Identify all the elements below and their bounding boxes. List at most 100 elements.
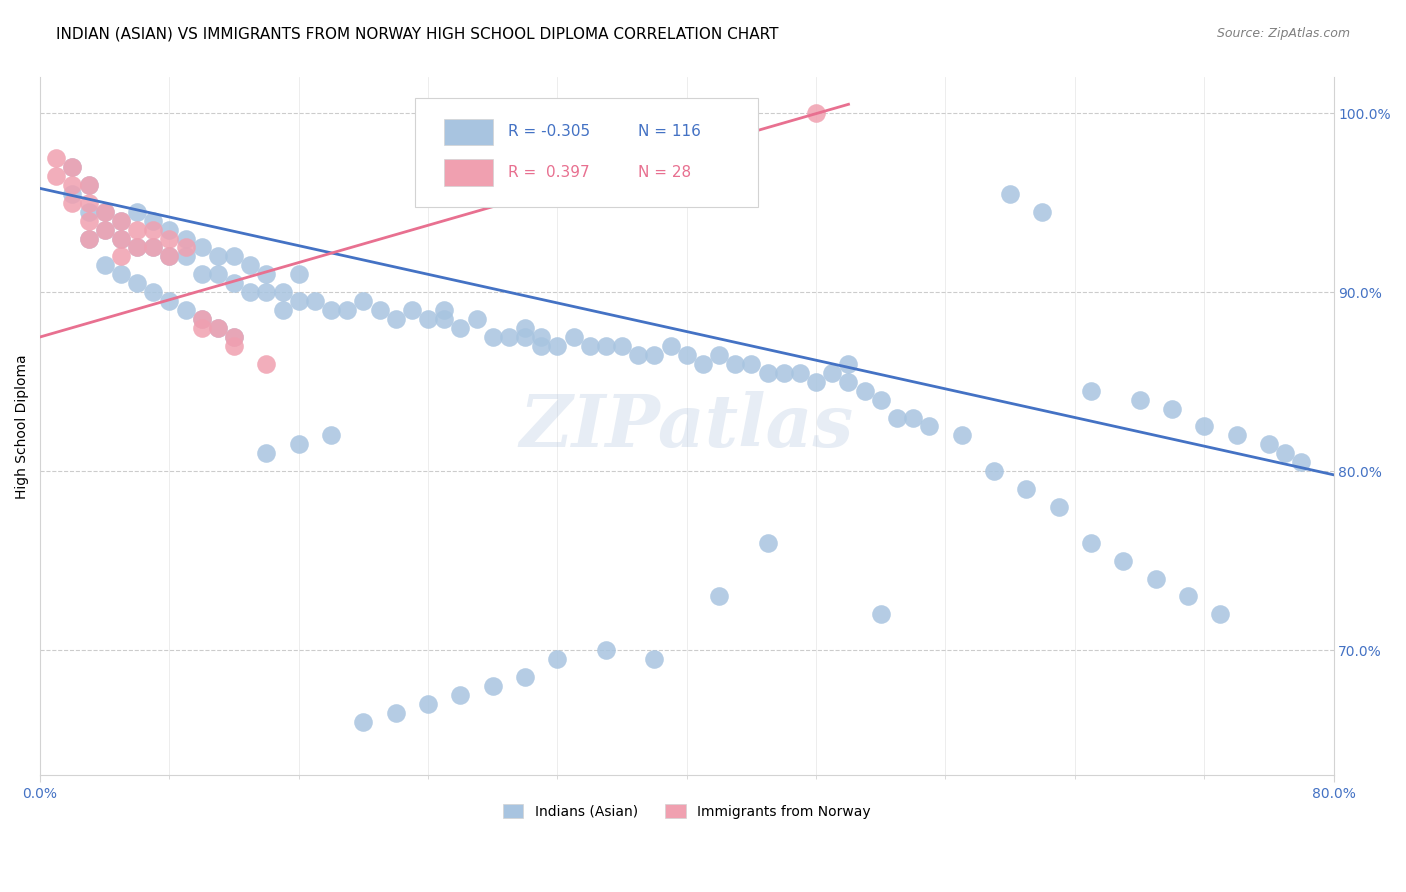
Point	[288, 294, 311, 309]
Point	[353, 294, 375, 309]
Point	[62, 195, 84, 210]
Point	[659, 339, 682, 353]
Point	[804, 106, 827, 120]
Point	[94, 222, 117, 236]
Point	[94, 204, 117, 219]
Point	[62, 160, 84, 174]
Point	[530, 330, 553, 344]
Point	[239, 285, 262, 300]
Point	[94, 222, 117, 236]
Point	[191, 240, 214, 254]
Legend: Indians (Asian), Immigrants from Norway: Indians (Asian), Immigrants from Norway	[498, 798, 876, 824]
Text: N = 116: N = 116	[638, 124, 700, 139]
Point	[578, 339, 600, 353]
Point	[142, 222, 165, 236]
Point	[546, 652, 568, 666]
Point	[1080, 384, 1102, 398]
Point	[110, 231, 132, 245]
Point	[481, 679, 503, 693]
Point	[595, 339, 617, 353]
Text: R = -0.305: R = -0.305	[509, 124, 591, 139]
Point	[837, 375, 859, 389]
Point	[385, 706, 408, 720]
Point	[110, 231, 132, 245]
Point	[1160, 401, 1182, 416]
Point	[513, 670, 536, 684]
Point	[513, 330, 536, 344]
Point	[207, 249, 229, 263]
Point	[1192, 419, 1215, 434]
Point	[1225, 428, 1247, 442]
Point	[707, 348, 730, 362]
Point	[174, 303, 197, 318]
Point	[110, 268, 132, 282]
Point	[77, 213, 100, 227]
Point	[886, 410, 908, 425]
Point	[707, 590, 730, 604]
Point	[1289, 455, 1312, 469]
Point	[224, 330, 246, 344]
Point	[224, 277, 246, 291]
Point	[191, 312, 214, 326]
Point	[174, 231, 197, 245]
Point	[433, 303, 456, 318]
Y-axis label: High School Diploma: High School Diploma	[15, 354, 30, 499]
Point	[142, 240, 165, 254]
Point	[321, 428, 343, 442]
Point	[110, 213, 132, 227]
Point	[256, 268, 278, 282]
Point	[159, 231, 181, 245]
Point	[1112, 554, 1135, 568]
Point	[481, 330, 503, 344]
Point	[821, 366, 844, 380]
Point	[1274, 446, 1296, 460]
Point	[418, 312, 440, 326]
Point	[418, 697, 440, 711]
Point	[901, 410, 924, 425]
Point	[77, 195, 100, 210]
Text: N = 28: N = 28	[638, 165, 690, 180]
Point	[142, 240, 165, 254]
Point	[127, 240, 149, 254]
Point	[256, 285, 278, 300]
Point	[336, 303, 359, 318]
Point	[610, 339, 633, 353]
Point	[207, 321, 229, 335]
Point	[983, 464, 1005, 478]
Point	[77, 178, 100, 192]
Point	[304, 294, 326, 309]
Point	[239, 259, 262, 273]
Point	[772, 366, 794, 380]
Point	[692, 357, 714, 371]
Point	[159, 249, 181, 263]
Point	[159, 294, 181, 309]
Point	[127, 222, 149, 236]
Text: INDIAN (ASIAN) VS IMMIGRANTS FROM NORWAY HIGH SCHOOL DIPLOMA CORRELATION CHART: INDIAN (ASIAN) VS IMMIGRANTS FROM NORWAY…	[56, 27, 779, 42]
Point	[1177, 590, 1199, 604]
Text: R =  0.397: R = 0.397	[509, 165, 591, 180]
Bar	[444, 119, 492, 145]
Point	[465, 312, 488, 326]
Point	[853, 384, 876, 398]
Point	[627, 348, 650, 362]
Point	[756, 366, 779, 380]
FancyBboxPatch shape	[415, 98, 758, 207]
Point	[271, 303, 294, 318]
Point	[159, 222, 181, 236]
Point	[94, 204, 117, 219]
Point	[643, 652, 665, 666]
Point	[546, 339, 568, 353]
Point	[498, 330, 520, 344]
Point	[224, 339, 246, 353]
Point	[450, 321, 472, 335]
Point	[740, 357, 762, 371]
Point	[1080, 536, 1102, 550]
Point	[142, 285, 165, 300]
Point	[62, 186, 84, 201]
Point	[1209, 607, 1232, 622]
Point	[207, 268, 229, 282]
Point	[998, 186, 1021, 201]
Text: Source: ZipAtlas.com: Source: ZipAtlas.com	[1216, 27, 1350, 40]
Point	[191, 312, 214, 326]
Point	[513, 321, 536, 335]
